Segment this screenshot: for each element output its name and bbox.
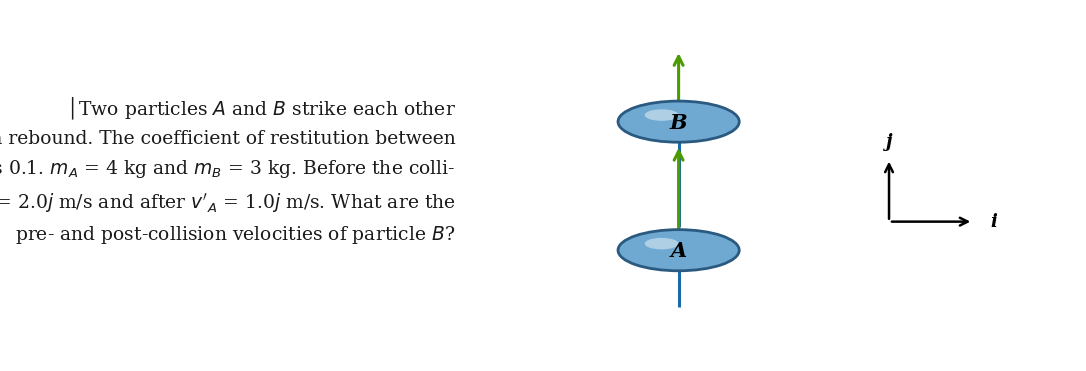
Circle shape (618, 230, 740, 271)
Circle shape (645, 238, 679, 249)
Text: │Two particles $A$ and $B$ strike each other
and then rebound. The coefficient o: │Two particles $A$ and $B$ strike each o… (0, 96, 456, 246)
Circle shape (645, 109, 679, 121)
Text: i: i (990, 213, 998, 231)
Text: A: A (670, 241, 686, 261)
Circle shape (618, 101, 740, 142)
Text: B: B (670, 113, 687, 133)
Text: j: j (886, 133, 893, 151)
